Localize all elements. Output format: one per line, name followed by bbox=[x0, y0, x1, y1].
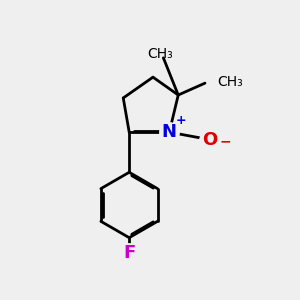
Text: CH₃: CH₃ bbox=[148, 47, 173, 61]
Text: N: N bbox=[162, 123, 177, 141]
Text: +: + bbox=[175, 114, 186, 128]
Text: O: O bbox=[202, 130, 217, 148]
Text: −: − bbox=[219, 134, 231, 148]
Text: F: F bbox=[123, 244, 135, 262]
Text: CH₃: CH₃ bbox=[218, 75, 243, 88]
